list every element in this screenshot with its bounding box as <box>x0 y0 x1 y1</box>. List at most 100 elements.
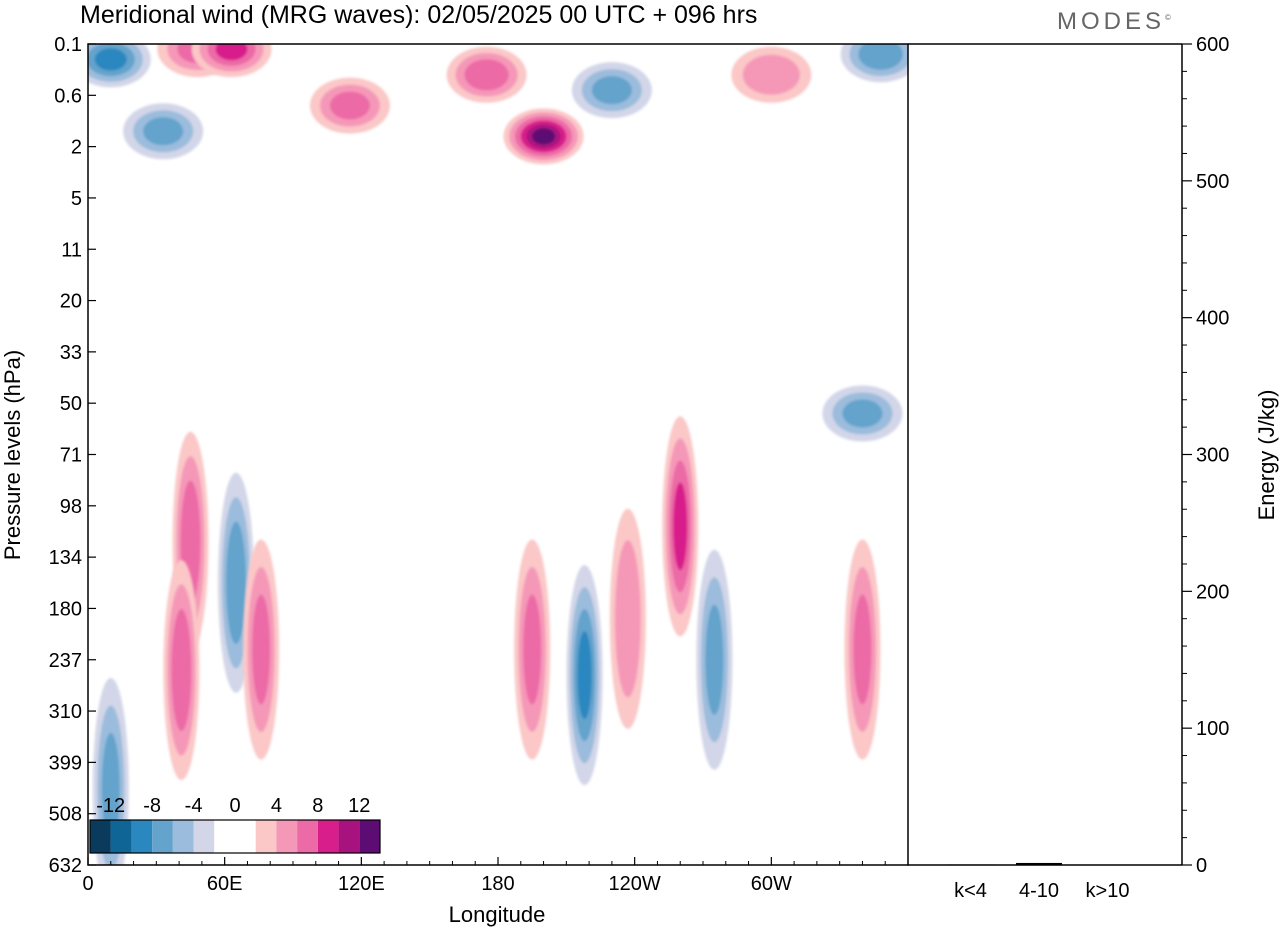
colorbar-swatch <box>297 820 318 853</box>
energy-y-tick-label: 200 <box>1196 581 1229 603</box>
y-tick-label: 310 <box>49 701 82 723</box>
brand-text: MODES <box>1057 8 1166 35</box>
wind-anomaly <box>191 44 272 78</box>
wind-anomaly <box>446 46 527 103</box>
energy-category-label: 4-10 <box>1019 880 1059 902</box>
colorbar-swatch <box>193 820 215 853</box>
x-axis-longitude: 0 60E 120E 180 120W 60W <box>82 857 886 895</box>
colorbar-label: -8 <box>143 795 161 817</box>
colorbar-swatch <box>172 820 194 853</box>
energy-bars <box>947 862 1131 866</box>
wind-anomaly <box>571 62 652 119</box>
colorbar-label: 12 <box>348 795 370 817</box>
energy-category-label: k<4 <box>954 880 987 902</box>
x-tick-label: 60E <box>207 873 243 895</box>
contour-level <box>329 91 370 120</box>
energy-bar <box>1016 862 1062 865</box>
energy-y-tick-label: 500 <box>1196 171 1229 193</box>
energy-y-tick-label: 600 <box>1196 34 1229 56</box>
wind-anomaly <box>822 385 903 442</box>
wind-anomaly <box>844 539 881 760</box>
colorbar-label: 4 <box>271 795 282 817</box>
contour-level <box>673 482 688 571</box>
energy-x-axis: k<4 4-10 k>10 <box>954 880 1129 902</box>
y-tick-label: 0.6 <box>54 85 82 107</box>
energy-bar <box>1084 864 1131 866</box>
colorbar-swatch <box>276 820 298 853</box>
colorbar-label: 8 <box>312 795 323 817</box>
contour-level <box>171 608 192 732</box>
y-tick-label: 50 <box>60 393 82 415</box>
energy-panel: 0 100 200 300 400 500 600 k<4 4-10 k>10 <box>908 34 1229 902</box>
y-tick-label: 98 <box>60 496 82 518</box>
contour-level <box>842 399 883 428</box>
colorbar-swatch <box>235 820 256 853</box>
wind-anomaly <box>123 103 204 160</box>
wind-anomaly <box>696 549 733 770</box>
colorbar-label: -12 <box>96 795 125 817</box>
x-tick-label: 120W <box>609 873 661 895</box>
wind-anomaly <box>514 539 551 760</box>
y-tick-label: 632 <box>49 855 82 877</box>
x-tick-label: 180 <box>481 873 514 895</box>
y-tick-label: 399 <box>49 752 82 774</box>
contour-field <box>88 44 908 865</box>
colorbar-swatch <box>317 820 339 853</box>
contour-level <box>226 521 247 644</box>
energy-y-tick-label: 300 <box>1196 445 1229 467</box>
brand-mark: © <box>1165 13 1171 22</box>
colorbar-swatch <box>338 820 360 853</box>
heatmap-plot: 0.1 0.6 2 5 11 20 33 50 71 98 134 180 237 310 399 508 63… <box>49 34 909 895</box>
wind-anomaly <box>243 539 280 760</box>
x-tick-label: 120E <box>338 873 385 895</box>
x-tick-label: 0 <box>82 873 93 895</box>
contour-level <box>532 128 555 145</box>
energy-y-tick-label: 400 <box>1196 308 1229 330</box>
energy-y-tick-label: 100 <box>1196 718 1229 740</box>
energy-bar <box>947 864 994 865</box>
wind-anomaly <box>609 508 646 729</box>
y-tick-label: 33 <box>60 342 82 364</box>
contour-level <box>464 59 509 91</box>
y-tick-label: 71 <box>60 445 82 467</box>
contour-level <box>252 594 271 705</box>
x-tick-label: 60W <box>751 873 792 895</box>
contour-level <box>742 54 800 95</box>
y-tick-label: 2 <box>71 137 82 159</box>
colorbar-swatch <box>214 820 235 853</box>
y-axis-title: Pressure levels (hPa) <box>0 350 25 560</box>
colorbar-swatch <box>152 820 173 853</box>
contour-level <box>591 76 632 105</box>
wind-anomaly <box>840 44 908 83</box>
wind-anomaly <box>503 108 584 165</box>
brand-logo: MODES© <box>1057 8 1171 36</box>
colorbar-swatch <box>131 820 153 853</box>
contour-level <box>614 540 641 698</box>
colorbar-swatch <box>110 820 132 853</box>
y-tick-label: 508 <box>49 804 82 826</box>
wind-anomaly <box>662 416 699 637</box>
colorbar-swatch <box>255 820 277 853</box>
contour-level <box>853 594 872 705</box>
chart-title: Meridional wind (MRG waves): 02/05/2025 … <box>80 1 758 29</box>
contour-level <box>215 44 248 61</box>
wind-anomaly <box>163 560 200 781</box>
x-axis-title: Longitude <box>449 902 546 927</box>
wind-anomaly <box>566 565 603 786</box>
contour-level <box>858 44 903 70</box>
colorbar-label: -4 <box>185 795 203 817</box>
y-axis-pressure: 0.1 0.6 2 5 11 20 33 50 71 98 134 180 237 310 399 508 63… <box>49 34 96 877</box>
wind-anomaly <box>731 46 812 103</box>
contour-level <box>523 594 542 705</box>
contour-level <box>705 604 724 715</box>
contour-level <box>94 48 127 71</box>
colorbar: -12 -8 -4 0 4 8 12 <box>89 795 381 854</box>
wind-anomaly <box>88 44 151 88</box>
y-tick-label: 134 <box>49 547 82 569</box>
y-tick-label: 180 <box>49 598 82 620</box>
contour-level <box>577 631 592 720</box>
y-tick-label: 11 <box>61 239 82 261</box>
colorbar-frame <box>89 819 381 854</box>
y-tick-label: 0.1 <box>54 34 82 56</box>
